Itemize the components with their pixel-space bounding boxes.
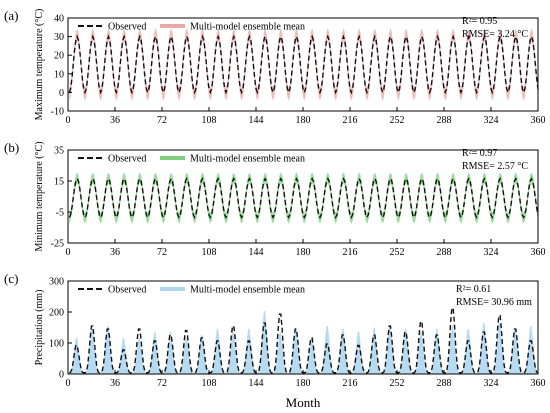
- y-tick-label: 300: [49, 277, 64, 288]
- r2-annotation: R²= 0.97: [462, 148, 497, 159]
- x-tick-label: 180: [296, 247, 311, 258]
- y-tick-label: 0: [59, 370, 64, 381]
- y-tick-label: 0: [59, 88, 64, 99]
- x-tick-label: 36: [110, 115, 120, 126]
- y-tick-label: -10: [51, 107, 64, 118]
- r2-annotation: R²= 0.61: [456, 284, 491, 295]
- y-axis-label: Maximum temperature (°C): [34, 9, 45, 121]
- x-tick-label: 36: [110, 378, 120, 389]
- x-tick-label: 72: [157, 115, 167, 126]
- y-tick-label: 100: [49, 339, 64, 350]
- y-tick-label: 10: [54, 69, 64, 80]
- x-tick-label: 324: [484, 247, 499, 258]
- rmse-annotation: RMSE= 30.96 mm: [456, 297, 532, 308]
- legend-label-ensemble: Multi-model ensemble mean: [190, 22, 305, 33]
- x-tick-label: 108: [202, 247, 217, 258]
- x-tick-label: 288: [437, 115, 452, 126]
- x-tick-label: 108: [202, 115, 217, 126]
- x-tick-label: 252: [390, 247, 405, 258]
- y-tick-label: 200: [49, 308, 64, 319]
- y-tick-label: 15: [54, 177, 64, 188]
- panel-label: (b): [4, 140, 19, 155]
- chart-panel-2: 0 36 72 108 144 180 216 252 288 324 360 -25 -5 15 35 Mi…: [4, 140, 546, 258]
- x-tick-label: 0: [66, 115, 71, 126]
- x-tick-label: 0: [66, 378, 71, 389]
- legend-label-observed: Observed: [108, 154, 146, 165]
- y-tick-label: 30: [54, 32, 64, 43]
- y-tick-label: 20: [54, 51, 64, 62]
- x-tick-label: 180: [296, 115, 311, 126]
- rmse-annotation: RMSE= 3.24 °C: [462, 29, 528, 40]
- ensemble-band: [69, 172, 539, 224]
- x-tick-label: 144: [249, 115, 264, 126]
- y-tick-label: 40: [54, 14, 64, 25]
- x-tick-label: 288: [437, 378, 452, 389]
- observed-line: [69, 307, 539, 374]
- panel-label: (c): [4, 271, 18, 286]
- x-tick-label: 252: [390, 115, 405, 126]
- chart-panel-1: 0 36 72 108 144 180 216 252 288 324 360-1001020304…: [4, 8, 546, 126]
- x-tick-label: 216: [343, 115, 358, 126]
- x-tick-label: 288: [437, 247, 452, 258]
- x-tick-label: 144: [249, 247, 264, 258]
- rmse-annotation: RMSE= 2.57 °C: [462, 161, 528, 172]
- x-tick-label: 216: [343, 378, 358, 389]
- y-tick-label: -5: [56, 208, 64, 219]
- x-tick-label: 72: [157, 378, 167, 389]
- panels: 0 36 72 108 144 180 216 252 288 324 360-1001020304…: [4, 8, 546, 389]
- x-tick-label: 324: [484, 115, 499, 126]
- x-tick-label: 324: [484, 378, 499, 389]
- ensemble-band: [69, 311, 539, 374]
- x-tick-label: 72: [157, 247, 167, 258]
- x-tick-label: 144: [249, 378, 264, 389]
- observed-line: [68, 34, 539, 95]
- y-tick-label: -25: [51, 239, 64, 250]
- observed-line: [68, 177, 539, 219]
- panel-label: (a): [4, 8, 18, 23]
- x-tick-label: 360: [531, 247, 546, 258]
- legend-label-observed: Observed: [108, 22, 146, 33]
- x-tick-label: 36: [110, 247, 120, 258]
- y-axis-label: Precipitation (mm): [34, 290, 45, 366]
- legend-label-observed: Observed: [108, 285, 146, 296]
- x-tick-label: 0: [66, 247, 71, 258]
- x-axis-label: Month: [286, 395, 321, 410]
- x-tick-label: 108: [202, 378, 217, 389]
- x-tick-label: 180: [296, 378, 311, 389]
- r2-annotation: R²= 0.95: [462, 16, 497, 27]
- x-tick-label: 216: [343, 247, 358, 258]
- legend-label-ensemble: Multi-model ensemble mean: [190, 154, 305, 165]
- y-axis-label: Minimum temperature (°C): [34, 141, 45, 251]
- legend-label-ensemble: Multi-model ensemble mean: [190, 285, 305, 296]
- x-tick-label: 360: [531, 378, 546, 389]
- chart-panel-3: 0 36 72 108 144 180 216 252 288 324 360 0 100 200 300 P…: [4, 271, 546, 389]
- x-tick-label: 252: [390, 378, 405, 389]
- y-tick-label: 35: [54, 146, 64, 157]
- x-tick-label: 360: [531, 115, 546, 126]
